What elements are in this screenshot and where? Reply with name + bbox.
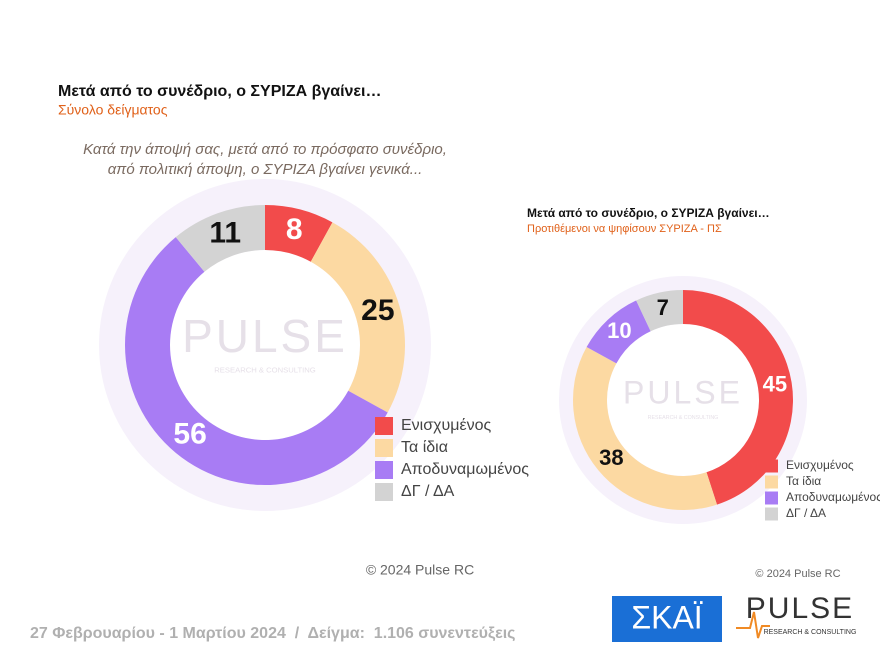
legend-swatch <box>765 491 778 505</box>
pulse-tagline: RESEARCH & CONSULTING <box>764 629 857 636</box>
legend-label: ΔΓ / ΔΑ <box>786 506 826 520</box>
donut-segment <box>636 290 683 332</box>
legend-swatch <box>375 483 393 501</box>
source: © 2024 Pulse RC <box>755 568 840 580</box>
legend-swatch <box>765 507 778 521</box>
donut-segment <box>586 300 651 364</box>
donut-segment <box>265 205 333 262</box>
question-line: από πολιτική άποψη, ο ΣΥΡΙΖΑ βγαίνει γεν… <box>108 161 423 178</box>
data-label: 11 <box>209 216 241 249</box>
footer: 27 Φεβρουαρίου - 1 Μαρτίου 2024 / Δείγμα… <box>30 625 515 642</box>
donut-segment <box>572 347 717 510</box>
legend-label: Αποδυναμωμένος <box>786 490 880 504</box>
watermark: PULSE <box>623 374 743 410</box>
legend-label: Ενισχυμένος <box>401 417 492 434</box>
legend-swatch <box>375 461 393 479</box>
chart-subtitle: Προτιθέμενοι να ψηφίσουν ΣΥΡΙΖΑ - ΠΣ <box>527 223 722 235</box>
donut-segment <box>683 290 793 505</box>
watermark-tagline: RESEARCH & CONSULTING <box>648 415 719 421</box>
pulse-logo: PULSE <box>746 592 854 625</box>
data-label: 38 <box>599 445 623 470</box>
legend-swatch <box>375 439 393 457</box>
legend-label: Τα ίδια <box>786 474 821 488</box>
skai-logo-box <box>612 596 722 642</box>
legend-swatch <box>765 459 778 473</box>
data-label: 10 <box>607 318 631 343</box>
donut-segment <box>310 222 406 413</box>
watermark-tagline: RESEARCH & CONSULTING <box>214 365 316 374</box>
legend-label: Τα ίδια <box>401 439 448 456</box>
source: © 2024 Pulse RC <box>366 562 474 578</box>
data-label: 45 <box>763 371 787 396</box>
donut-segment <box>175 205 265 272</box>
data-label: 25 <box>361 294 394 327</box>
legend-swatch <box>765 475 778 489</box>
watermark: PULSE <box>182 310 348 362</box>
skai-logo: ΣΚΑΪ <box>631 599 702 635</box>
data-label: 8 <box>286 213 303 246</box>
legend-label: Ενισχυμένος <box>786 458 854 472</box>
pulse-wave <box>736 611 770 639</box>
chart-title: Μετά από το συνέδριο, ο ΣΥΡΙΖΑ βγαίνει… <box>58 83 381 100</box>
chart-title: Μετά από το συνέδριο, ο ΣΥΡΙΖΑ βγαίνει… <box>527 206 770 220</box>
chart-subtitle: Σύνολο δείγματος <box>58 102 168 118</box>
question-line: Κατά την άποψή σας, μετά από το πρόσφατο… <box>83 141 447 158</box>
donut-segment <box>125 237 388 485</box>
legend-label: ΔΓ / ΔΑ <box>401 483 455 500</box>
data-label: 56 <box>173 417 206 450</box>
legend-swatch <box>375 417 393 435</box>
legend-label: Αποδυναμωμένος <box>401 461 529 478</box>
data-label: 7 <box>657 295 669 320</box>
